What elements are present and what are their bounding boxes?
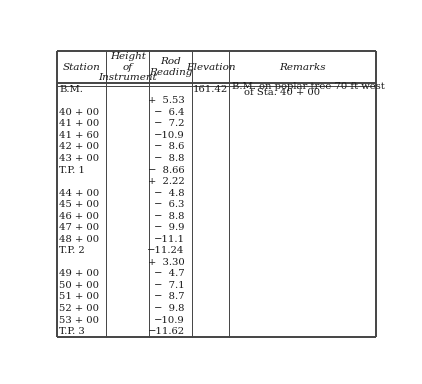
Text: −  8.8: − 8.8	[154, 154, 184, 163]
Text: 49 + 00: 49 + 00	[59, 269, 100, 278]
Text: T.P. 1: T.P. 1	[59, 166, 85, 175]
Text: 50 + 00: 50 + 00	[59, 281, 99, 290]
Text: −11.1: −11.1	[154, 235, 184, 244]
Text: T.P. 3: T.P. 3	[59, 327, 85, 336]
Text: −  9.9: − 9.9	[154, 223, 184, 232]
Text: Station: Station	[62, 63, 100, 71]
Text: 47 + 00: 47 + 00	[59, 223, 100, 232]
Text: Elevation: Elevation	[186, 63, 235, 71]
Text: 41 + 60: 41 + 60	[59, 131, 100, 140]
Text: 53 + 00: 53 + 00	[59, 316, 99, 324]
Text: +  5.53: + 5.53	[148, 96, 184, 105]
Text: of Sta. 40 + 00: of Sta. 40 + 00	[244, 88, 320, 97]
Text: −  7.1: − 7.1	[154, 281, 184, 290]
Text: −  6.4: − 6.4	[154, 108, 184, 117]
Text: −  8.8: − 8.8	[154, 212, 184, 221]
Text: +  2.22: + 2.22	[148, 177, 184, 186]
Text: −  8.7: − 8.7	[154, 293, 184, 301]
Text: Remarks: Remarks	[279, 63, 326, 71]
Text: −  7.2: − 7.2	[154, 119, 184, 128]
Text: −  9.8: − 9.8	[154, 304, 184, 313]
Text: −  4.7: − 4.7	[154, 269, 184, 278]
Text: 52 + 00: 52 + 00	[59, 304, 99, 313]
Text: −  6.3: − 6.3	[154, 200, 184, 209]
Text: 161.42: 161.42	[193, 85, 228, 94]
Text: Height
of
Instrument: Height of Instrument	[98, 52, 157, 82]
Text: 51 + 00: 51 + 00	[59, 293, 100, 301]
Text: 40 + 00: 40 + 00	[59, 108, 100, 117]
Text: B.M. on poplar tree 70 ft west: B.M. on poplar tree 70 ft west	[233, 81, 385, 91]
Text: 41 + 00: 41 + 00	[59, 119, 100, 128]
Text: B.M.: B.M.	[59, 85, 83, 94]
Text: 45 + 00: 45 + 00	[59, 200, 100, 209]
Text: T.P. 2: T.P. 2	[59, 246, 85, 255]
Text: +  3.30: + 3.30	[148, 258, 184, 267]
Text: 44 + 00: 44 + 00	[59, 189, 100, 198]
Text: 46 + 00: 46 + 00	[59, 212, 99, 221]
Text: −10.9: −10.9	[154, 131, 184, 140]
Text: 43 + 00: 43 + 00	[59, 154, 100, 163]
Text: −10.9: −10.9	[154, 316, 184, 324]
Text: −  8.6: − 8.6	[154, 142, 184, 151]
Text: −11.62: −11.62	[147, 327, 184, 336]
Text: −  8.66: − 8.66	[148, 166, 184, 175]
Text: Rod
Reading: Rod Reading	[149, 57, 192, 77]
Text: −  4.8: − 4.8	[154, 189, 184, 198]
Text: 48 + 00: 48 + 00	[59, 235, 100, 244]
Text: 42 + 00: 42 + 00	[59, 142, 100, 151]
Text: −11.24: −11.24	[147, 246, 184, 255]
